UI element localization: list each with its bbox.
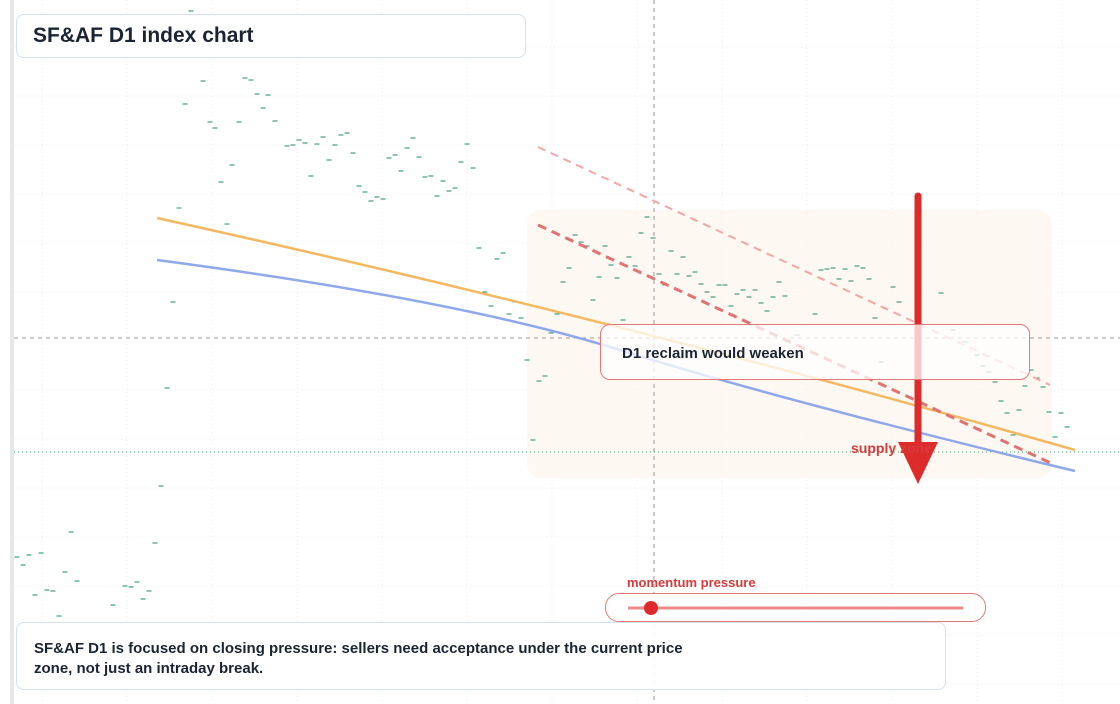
slider-label: momentum pressure (627, 575, 756, 590)
footer-note: SF&AF D1 is focused on closing pressure:… (16, 622, 946, 690)
chart-title: SF&AF D1 index chart (16, 14, 526, 58)
knob[interactable] (644, 601, 658, 615)
lower-trendline (537, 223, 1056, 467)
upper-trendline (537, 146, 1051, 386)
zone-label: supply zone (851, 440, 932, 456)
left-edge (10, 0, 14, 704)
reclaim-note: D1 reclaim would weaken (600, 324, 1030, 380)
slider-track (628, 601, 963, 615)
down-arrow-head (898, 442, 938, 484)
momentum-slider[interactable] (605, 593, 986, 622)
price-ticks (14, 10, 1070, 617)
